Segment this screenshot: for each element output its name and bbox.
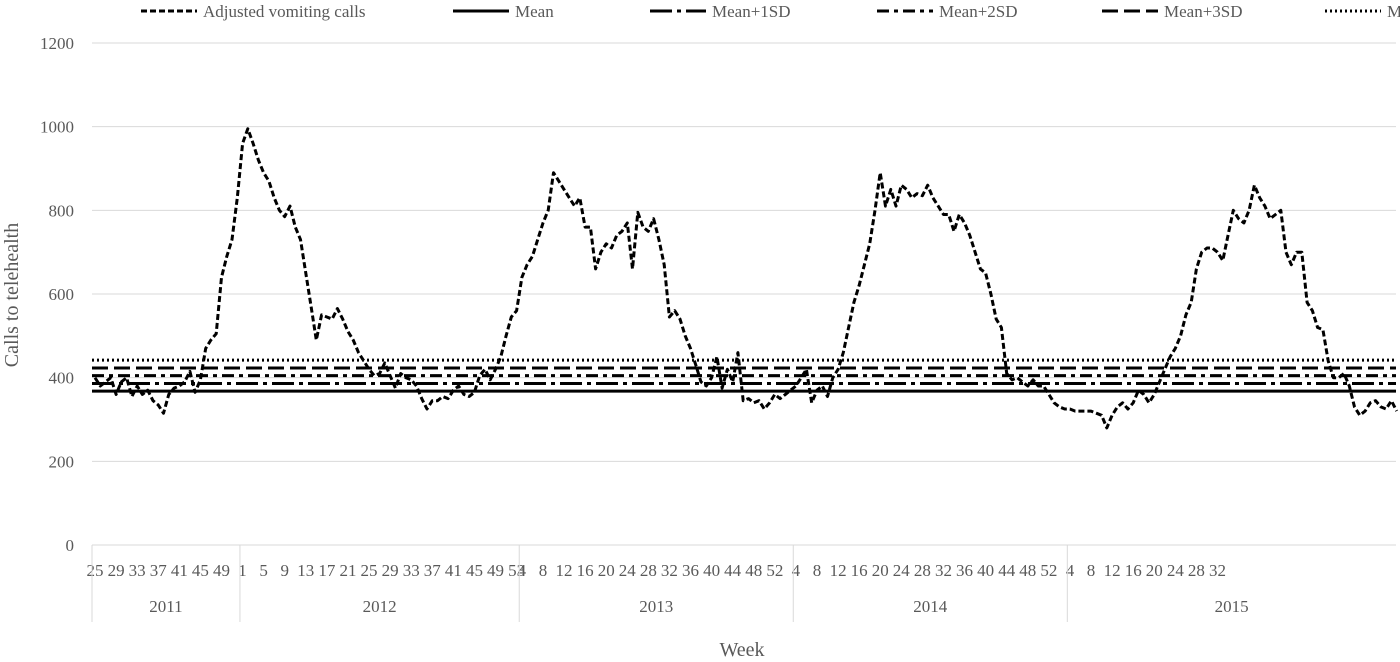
year-label: 2015 <box>1215 597 1249 616</box>
y-axis-ticks: 0 200 400 600 800 1000 1200 <box>40 34 74 555</box>
x-tick-label: 41 <box>445 561 462 580</box>
legend-label: Mean+3SD <box>1164 2 1243 21</box>
x-tick-label: 52 <box>1040 561 1057 580</box>
x-tick-label: 4 <box>518 561 527 580</box>
x-tick-label: 28 <box>914 561 931 580</box>
x-tick-label: 49 <box>487 561 504 580</box>
x-tick-label: 29 <box>108 561 125 580</box>
x-tick-label: 20 <box>872 561 889 580</box>
x-tick-label: 21 <box>339 561 356 580</box>
y-tick-label: 0 <box>66 536 75 555</box>
x-tick-label: 20 <box>598 561 615 580</box>
x-tick-label: 13 <box>297 561 314 580</box>
y-tick-label: 1000 <box>40 118 74 137</box>
x-tick-label: 1 <box>238 561 247 580</box>
x-tick-label: 5 <box>259 561 268 580</box>
y-tick-label: 800 <box>49 201 75 220</box>
legend: Adjusted vomiting calls Mean Mean+1SD Mean+… <box>141 2 1400 21</box>
x-axis: 25 29 33 37 41 45 49 1 5 9 13 17 21 25 29 33 37 41 45 49 534… <box>87 544 1396 622</box>
legend-label: Mean+2SD <box>939 2 1018 21</box>
x-tick-label: 20 <box>1146 561 1163 580</box>
x-tick-label: 8 <box>1087 561 1096 580</box>
x-tick-label: 16 <box>851 561 868 580</box>
x-tick-label: 41 <box>171 561 188 580</box>
x-axis-title: Week <box>719 639 764 661</box>
x-tick-label: 40 <box>977 561 994 580</box>
x-tick-label: 48 <box>745 561 762 580</box>
x-tick-label: 9 <box>280 561 289 580</box>
x-tick-label: 53 <box>508 561 525 580</box>
legend-label: Mean <box>515 2 554 21</box>
x-tick-label: 4 <box>1066 561 1075 580</box>
x-tick-label: 8 <box>813 561 822 580</box>
x-tick-label: 25 <box>361 561 378 580</box>
y-tick-label: 1200 <box>40 34 74 53</box>
x-tick-label: 45 <box>466 561 483 580</box>
x-tick-label: 44 <box>998 561 1016 580</box>
y-tick-label: 200 <box>49 452 75 471</box>
x-tick-label: 52 <box>766 561 783 580</box>
x-tick-label: 17 <box>318 561 336 580</box>
x-tick-label: 33 <box>129 561 146 580</box>
x-tick-label: 32 <box>661 561 678 580</box>
x-tick-label: 36 <box>956 561 973 580</box>
y-axis-title: Calls to telehealth <box>1 223 23 367</box>
x-tick-label: 4 <box>792 561 801 580</box>
year-label: 2011 <box>149 597 182 616</box>
x-tick-label: 16 <box>1125 561 1142 580</box>
x-tick-label: 32 <box>935 561 952 580</box>
x-tick-label: 45 <box>192 561 209 580</box>
x-tick-label: 49 <box>213 561 230 580</box>
x-tick-label: 37 <box>150 561 168 580</box>
x-tick-label: 12 <box>556 561 573 580</box>
x-tick-label: 32 <box>1209 561 1226 580</box>
x-tick-label: 36 <box>682 561 699 580</box>
year-label: 2014 <box>913 597 948 616</box>
legend-label: Mean+4SD <box>1387 2 1400 21</box>
series-lines <box>92 127 1399 430</box>
y-tick-label: 600 <box>49 285 75 304</box>
x-tick-label: 24 <box>619 561 637 580</box>
series-line-adjusted-vomiting-calls <box>93 127 1399 430</box>
x-tick-label: 33 <box>403 561 420 580</box>
x-tick-label: 16 <box>577 561 594 580</box>
x-tick-label: 28 <box>1188 561 1205 580</box>
legend-label: Adjusted vomiting calls <box>203 2 365 21</box>
x-tick-label: 44 <box>724 561 742 580</box>
x-tick-label: 48 <box>1019 561 1036 580</box>
year-label: 2012 <box>363 597 397 616</box>
x-tick-label: 12 <box>1104 561 1121 580</box>
x-tick-label: 8 <box>539 561 548 580</box>
y-tick-label: 400 <box>49 369 75 388</box>
x-tick-label: 40 <box>703 561 720 580</box>
x-tick-label: 29 <box>382 561 399 580</box>
x-tick-label: 24 <box>1167 561 1185 580</box>
legend-label: Mean+1SD <box>712 2 791 21</box>
x-tick-label: 37 <box>424 561 442 580</box>
year-label: 2013 <box>639 597 673 616</box>
x-tick-label: 12 <box>830 561 847 580</box>
x-tick-label: 24 <box>893 561 911 580</box>
x-tick-label: 28 <box>640 561 657 580</box>
x-tick-label: 25 <box>87 561 104 580</box>
